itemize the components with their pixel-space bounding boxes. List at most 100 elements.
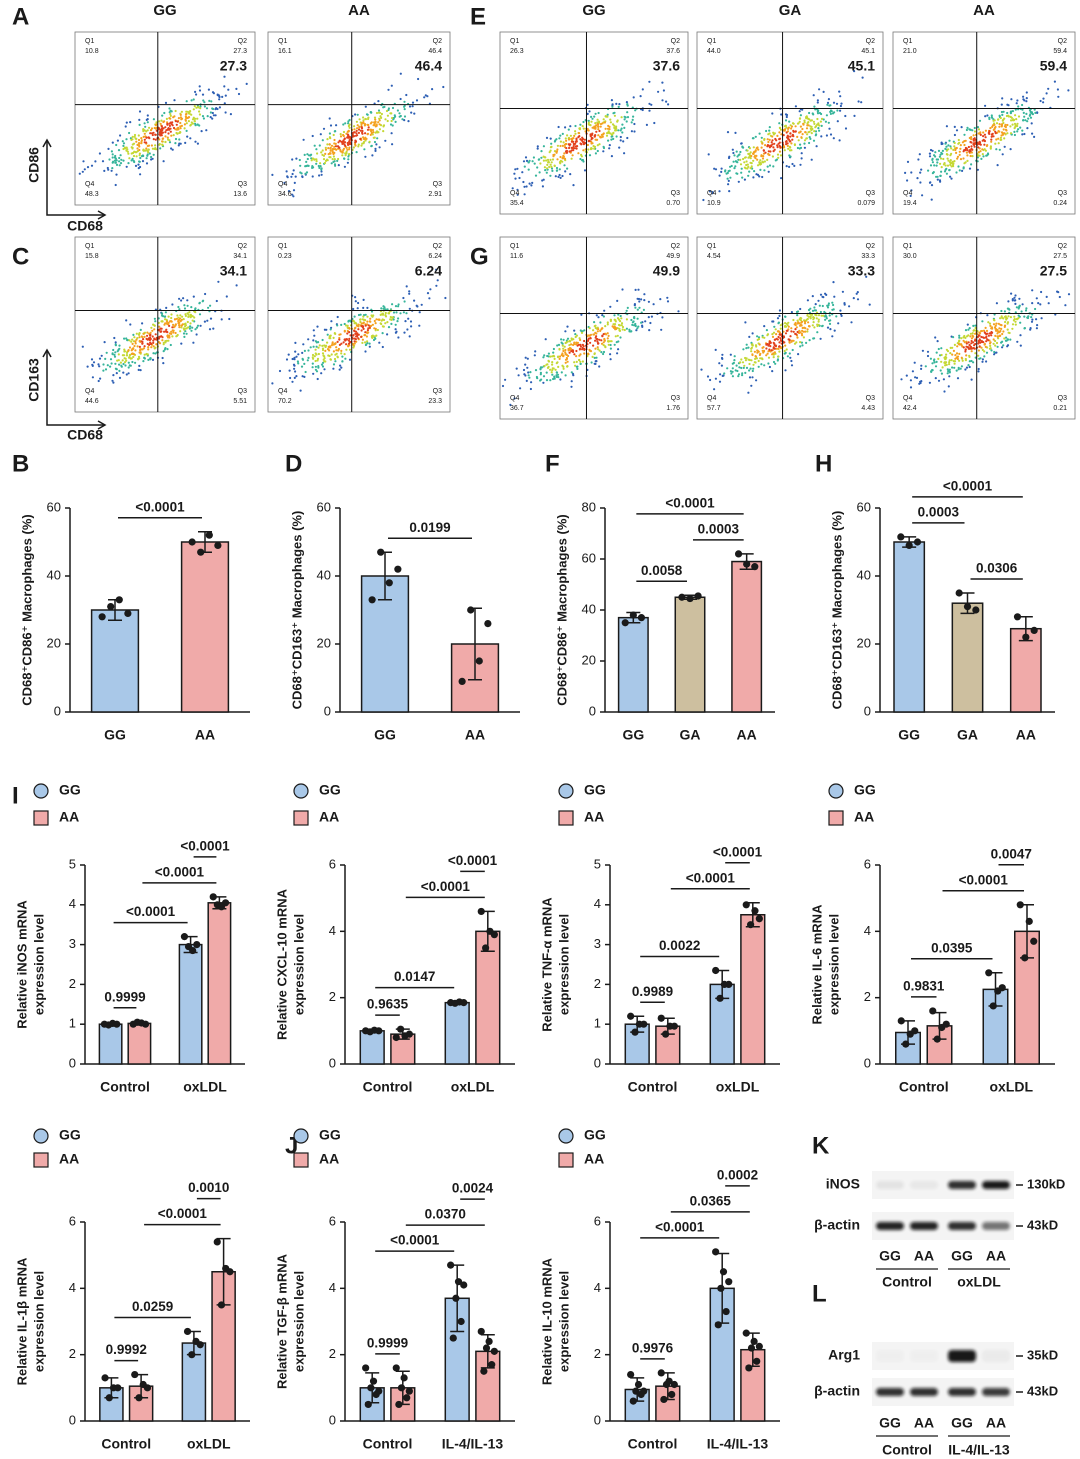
quadrant-value: 27.3	[233, 48, 247, 55]
event-dot	[158, 336, 160, 338]
event-dot	[365, 325, 367, 327]
event-dot	[999, 149, 1001, 151]
event-dot	[587, 144, 589, 146]
event-dot	[138, 336, 140, 338]
event-dot	[330, 328, 332, 330]
event-dot	[551, 361, 553, 363]
quadrant-value: 4.54	[707, 253, 721, 260]
event-dot	[727, 172, 729, 174]
event-dot	[753, 153, 755, 155]
event-dot	[565, 143, 567, 145]
event-dot	[1057, 96, 1059, 98]
event-dot	[191, 327, 193, 329]
event-dot	[138, 356, 140, 358]
event-dot	[171, 335, 173, 337]
event-dot	[814, 126, 816, 128]
event-dot	[164, 135, 166, 137]
event-dot	[740, 172, 742, 174]
event-dot	[357, 328, 359, 330]
event-dot	[806, 122, 808, 124]
data-point	[934, 1036, 941, 1043]
event-dot	[958, 360, 960, 362]
event-dot	[764, 152, 766, 154]
event-dot	[833, 102, 835, 104]
event-dot	[954, 142, 956, 144]
event-dot	[563, 339, 565, 341]
event-dot	[183, 332, 185, 334]
bar	[99, 1024, 121, 1064]
event-dot	[528, 161, 530, 163]
x-tick-label: oxLDL	[989, 1079, 1033, 1095]
event-dot	[945, 354, 947, 356]
quadrant-name: Q4	[85, 181, 94, 188]
p-value: 0.0024	[452, 1181, 494, 1196]
quadrant-name: Q4	[707, 190, 716, 197]
event-dot	[142, 154, 144, 156]
event-dot	[545, 159, 547, 161]
event-dot	[994, 345, 996, 347]
event-dot	[124, 357, 126, 359]
event-dot	[661, 99, 663, 101]
event-dot	[762, 161, 764, 163]
event-dot	[544, 156, 546, 158]
quadrant-name: Q4	[510, 395, 519, 402]
event-dot	[787, 145, 789, 147]
event-dot	[996, 342, 998, 344]
event-dot	[994, 143, 996, 145]
event-dot	[795, 341, 797, 343]
event-dot	[91, 358, 93, 360]
event-dot	[533, 156, 535, 158]
data-point	[716, 995, 723, 1002]
event-dot	[135, 138, 137, 140]
event-dot	[961, 365, 963, 367]
event-dot	[979, 345, 981, 347]
event-dot	[332, 368, 334, 370]
data-point	[214, 1238, 221, 1245]
data-point	[189, 947, 196, 954]
quadrant-highlight: 27.3	[220, 58, 247, 74]
event-dot	[116, 159, 118, 161]
event-dot	[583, 340, 585, 342]
data-point	[460, 1281, 467, 1288]
event-dot	[982, 358, 984, 360]
event-dot	[112, 153, 114, 155]
event-dot	[337, 158, 339, 160]
event-dot	[159, 143, 161, 145]
event-dot	[1013, 316, 1015, 318]
event-dot	[377, 329, 379, 331]
event-dot	[294, 370, 296, 372]
event-dot	[118, 157, 120, 159]
event-dot	[120, 154, 122, 156]
data-point	[756, 915, 763, 922]
event-dot	[971, 350, 973, 352]
event-dot	[1012, 124, 1014, 126]
event-dot	[197, 325, 199, 327]
event-dot	[959, 148, 961, 150]
event-dot	[797, 353, 799, 355]
event-dot	[335, 346, 337, 348]
event-dot	[132, 347, 134, 349]
event-dot	[521, 171, 523, 173]
event-dot	[1012, 110, 1014, 112]
event-dot	[1001, 97, 1003, 99]
event-dot	[632, 119, 634, 121]
event-dot	[544, 169, 546, 171]
event-dot	[906, 179, 908, 181]
event-dot	[303, 363, 305, 365]
event-dot	[990, 349, 992, 351]
event-dot	[535, 175, 537, 177]
event-dot	[583, 345, 585, 347]
event-dot	[111, 170, 113, 172]
event-dot	[342, 142, 344, 144]
event-dot	[542, 382, 544, 384]
event-dot	[941, 373, 943, 375]
event-dot	[974, 340, 976, 342]
group-title: AA	[973, 2, 995, 19]
event-dot	[391, 85, 393, 87]
event-dot	[322, 355, 324, 357]
event-dot	[110, 358, 112, 360]
data-point	[393, 1034, 400, 1041]
event-dot	[940, 361, 942, 363]
event-dot	[398, 112, 400, 114]
event-dot	[317, 341, 319, 343]
